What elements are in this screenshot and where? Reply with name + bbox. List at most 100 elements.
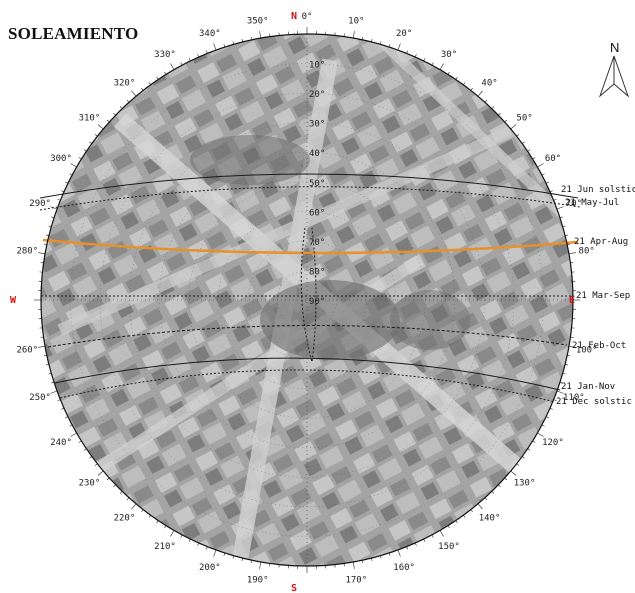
label-apr: 21 Apr-Aug	[574, 237, 628, 247]
azimuth-label: 40°	[481, 78, 497, 88]
azimuth-label: 290°	[29, 199, 51, 209]
azimuth-tick	[397, 43, 401, 51]
label-dec: 21 Dec solstic	[556, 397, 632, 407]
sun-path-feb	[47, 324, 568, 348]
azimuth-tick	[568, 345, 576, 348]
azimuth-label: 50°	[516, 113, 532, 123]
sun-path-apr	[42, 238, 579, 255]
cardinal-labels: N S E W	[10, 11, 575, 593]
azimuth-label: 160°	[393, 563, 415, 573]
altitude-label: 40°	[309, 149, 325, 159]
azimuth-tick	[397, 549, 401, 557]
azimuth-label: 260°	[16, 345, 38, 355]
azimuth-tick	[97, 124, 104, 130]
azimuth-tick	[131, 90, 137, 97]
label-may: 21 May-Jul	[565, 198, 619, 208]
altitude-label: 10°	[309, 61, 325, 71]
altitude-ring	[70, 63, 544, 537]
north-arrow-label: N	[610, 40, 619, 55]
azimuth-label: 190°	[247, 576, 269, 586]
azimuth-label: 0°	[302, 12, 313, 22]
azimuth-label: 300°	[50, 154, 72, 164]
sun-path-may	[39, 186, 581, 211]
azimuth-tick	[70, 163, 77, 168]
azimuth-label: 320°	[114, 78, 136, 88]
azimuth-label: 170°	[345, 576, 367, 586]
altitude-label: 80°	[309, 267, 325, 277]
label-feb: 21 Feb-Oct	[572, 341, 626, 351]
azimuth-label: 60°	[545, 154, 561, 164]
azimuth-tick	[352, 31, 355, 39]
azimuth-tick	[439, 530, 444, 537]
azimuth-label: 310°	[79, 113, 101, 123]
azimuth-label: 30°	[441, 50, 457, 60]
azimuth-tick	[97, 470, 104, 476]
sun-path-jan	[54, 357, 561, 391]
label-jun: 21 Jun solstic	[561, 185, 635, 195]
altitude-label: 70°	[309, 238, 325, 248]
altitude-labels: 10° 20° 30° 40° 50° 60° 70° 80° 90°	[309, 61, 325, 307]
azimuth-tick	[556, 390, 564, 394]
altitude-label: 90°	[309, 297, 325, 307]
azimuth-tick	[352, 561, 355, 569]
sun-path-labels: 21 Jun solstic 21 May-Jul 21 Apr-Aug 21 …	[556, 185, 635, 407]
azimuth-label: 150°	[438, 542, 460, 552]
azimuth-label: 100°	[576, 345, 598, 355]
cardinal-e: E	[569, 295, 575, 306]
azimuth-tick	[50, 390, 58, 394]
azimuth-tick	[38, 252, 46, 255]
azimuth-tick	[537, 163, 544, 168]
azimuth-tick	[477, 90, 483, 97]
azimuth-label: 330°	[154, 50, 176, 60]
cardinal-w: W	[10, 295, 17, 306]
azimuth-tick	[477, 503, 483, 510]
altitude-rings	[41, 34, 573, 566]
azimuth-tick	[170, 530, 175, 537]
azimuth-label: 210°	[154, 542, 176, 552]
azimuth-tick	[213, 549, 217, 557]
cardinal-n: N	[291, 11, 297, 22]
sun-path-curves	[39, 173, 581, 403]
label-jan: 21 Jan-Nov	[561, 382, 615, 392]
azimuth-label: 140°	[479, 514, 501, 524]
azimuth-label: 130°	[514, 479, 536, 489]
altitude-label: 50°	[309, 179, 325, 189]
azimuth-tick	[259, 31, 262, 39]
azimuth-label: 220°	[114, 514, 136, 524]
sun-path-jun	[39, 173, 579, 199]
azimuth-label: 230°	[79, 479, 101, 489]
azimuth-label: 350°	[247, 16, 269, 26]
azimuth-tick	[70, 432, 77, 437]
azimuth-tick	[38, 345, 46, 348]
azimuth-tick	[537, 432, 544, 437]
azimuth-tick	[213, 43, 217, 51]
azimuth-label: 120°	[542, 438, 564, 448]
azimuth-tick	[259, 561, 262, 569]
azimuth-labels: 0° 10° 20° 30° 40° 50° 60° 70° 80° 100° 110° 120° 13…	[16, 12, 597, 586]
azimuth-label: 200°	[199, 563, 221, 573]
azimuth-label: 280°	[16, 247, 38, 257]
azimuth-label: 10°	[348, 16, 364, 26]
azimuth-label: 250°	[29, 393, 51, 403]
azimuth-label: 110°	[563, 393, 585, 403]
altitude-ring	[218, 211, 396, 389]
altitude-label: 20°	[309, 90, 325, 100]
azimuth-label: 340°	[199, 29, 221, 39]
azimuth-tick	[510, 124, 517, 130]
azimuth-tick	[510, 470, 517, 476]
azimuth-tick	[170, 63, 175, 70]
cardinal-s: S	[291, 583, 297, 593]
azimuth-label: 20°	[396, 29, 412, 39]
north-arrow-icon: N	[598, 40, 630, 98]
azimuth-tick	[439, 63, 444, 70]
azimuth-label: 80°	[579, 247, 595, 257]
azimuth-label: 70°	[566, 199, 582, 209]
horizon-circle	[40, 33, 574, 567]
altitude-label: 60°	[309, 208, 325, 218]
altitude-label: 30°	[309, 120, 325, 130]
altitude-ring	[159, 152, 455, 448]
azimuth-label: 240°	[50, 438, 72, 448]
sun-path-dec	[59, 369, 556, 403]
azimuth-tick	[131, 503, 137, 510]
